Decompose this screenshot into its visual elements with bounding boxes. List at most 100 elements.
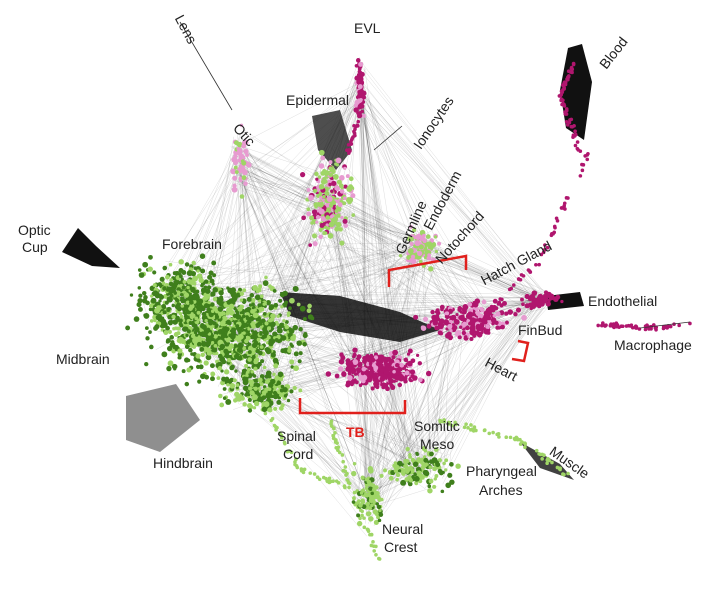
graph-node: [318, 227, 323, 233]
graph-node: [296, 302, 301, 307]
graph-node: [472, 333, 477, 338]
graph-edge: [361, 97, 535, 307]
graph-node: [445, 332, 451, 339]
graph-edge: [367, 374, 385, 483]
graph-node: [353, 103, 358, 108]
graph-node: [422, 316, 429, 322]
graph-edge: [363, 371, 370, 495]
graph-node: [409, 241, 414, 247]
graph-node: [352, 496, 356, 500]
graph-edge: [246, 79, 362, 177]
graph-node: [268, 305, 274, 311]
graph-node: [361, 113, 366, 118]
graph-node: [174, 344, 179, 349]
graph-node: [422, 233, 426, 238]
graph-node: [543, 243, 547, 247]
graph-edge: [388, 378, 408, 468]
graph-node: [180, 299, 185, 304]
graph-node: [157, 282, 162, 287]
graph-node: [352, 461, 357, 466]
graph-node: [334, 208, 339, 214]
graph-node: [318, 202, 324, 208]
graph-node: [210, 371, 216, 377]
graph-node: [373, 352, 378, 357]
graph-node: [302, 467, 307, 472]
graph-edge: [230, 146, 473, 314]
graph-node: [237, 393, 243, 399]
graph-edge: [406, 361, 419, 478]
graph-node: [301, 215, 306, 221]
graph-edge: [420, 311, 463, 471]
graph-node: [243, 181, 247, 185]
graph-node: [172, 319, 178, 325]
graph-node: [495, 311, 501, 317]
graph-node: [545, 461, 549, 466]
graph-node: [354, 63, 359, 68]
graph-node: [220, 333, 226, 339]
graph-edge: [430, 299, 527, 463]
graph-edge: [237, 173, 373, 389]
graph-node: [186, 315, 191, 319]
graph-node: [449, 479, 455, 485]
graph-node: [253, 366, 258, 371]
hindbrain-cluster: [126, 384, 200, 452]
graph-node: [209, 363, 215, 369]
graph-node: [491, 430, 495, 435]
graph-node: [233, 165, 238, 170]
graph-node: [190, 333, 197, 339]
graph-node: [149, 303, 154, 308]
graph-edge: [328, 227, 422, 477]
graph-node: [199, 346, 205, 352]
graph-node: [165, 325, 170, 331]
graph-edge: [431, 327, 450, 460]
graph-node: [245, 316, 250, 321]
graph-edge: [332, 202, 370, 493]
graph-node: [195, 333, 199, 337]
graph-node: [247, 350, 252, 355]
graph-node: [289, 389, 294, 394]
graph-node: [226, 382, 230, 387]
graph-node: [495, 325, 500, 330]
graph-node: [332, 206, 336, 210]
graph-node: [263, 334, 267, 339]
graph-node: [280, 348, 286, 354]
graph-node: [208, 320, 214, 326]
graph-node: [264, 374, 269, 379]
graph-edge: [312, 231, 476, 313]
graph-node: [178, 259, 184, 265]
graph-node: [215, 323, 219, 328]
graph-node: [408, 455, 412, 459]
graph-node: [507, 287, 512, 292]
graph-node: [211, 260, 217, 266]
graph-node: [575, 146, 580, 151]
graph-node: [552, 224, 557, 229]
graph-node: [350, 367, 357, 374]
graph-node: [201, 311, 207, 317]
graph-node: [377, 367, 382, 372]
graph-node: [446, 422, 451, 426]
graph-node: [390, 384, 396, 390]
graph-node: [208, 270, 214, 276]
graph-node: [251, 297, 256, 302]
graph-node: [407, 248, 414, 255]
graph-node: [467, 311, 474, 318]
graph-edge: [359, 86, 411, 473]
graph-node: [330, 189, 334, 193]
graph-edge: [243, 168, 458, 332]
graph-node: [256, 337, 261, 342]
graph-node: [428, 245, 433, 250]
graph-node: [504, 311, 509, 316]
graph-node: [378, 512, 384, 517]
graph-node: [331, 218, 335, 222]
graph-node: [524, 303, 530, 309]
label-tb: TB: [346, 424, 365, 440]
graph-node: [348, 142, 353, 146]
graph-node: [688, 321, 692, 326]
graph-node: [475, 325, 482, 331]
graph-edge: [185, 292, 528, 298]
graph-node: [189, 278, 196, 285]
graph-node: [196, 269, 200, 273]
graph-node: [358, 61, 364, 67]
graph-node: [161, 351, 168, 358]
graph-edge: [153, 175, 236, 302]
